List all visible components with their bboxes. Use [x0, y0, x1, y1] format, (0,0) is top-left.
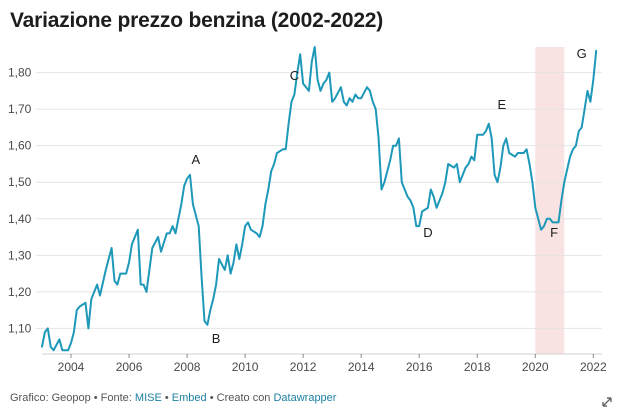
x-tick-label: 2010 — [232, 360, 259, 374]
x-tick-label: 2018 — [464, 360, 491, 374]
x-tick-label: 2004 — [58, 360, 85, 374]
y-tick-label: 1,70 — [8, 102, 32, 116]
y-tick-label: 1,40 — [8, 212, 32, 226]
x-tick-label: 2022 — [580, 360, 607, 374]
x-tick-labels: 2004 2006 2008 2010 2012 2014 2016 2018 2020 2022 — [42, 353, 607, 374]
footer-created-with: • Creato con — [206, 392, 274, 404]
annotation-layer: A B C D E F G — [191, 46, 586, 346]
x-tick-label: 2020 — [522, 360, 549, 374]
y-tick-label: 1,80 — [8, 66, 32, 80]
annotation-label: D — [423, 225, 432, 240]
diagonal-resize-icon[interactable] — [601, 396, 613, 408]
x-tick-label: 2006 — [116, 360, 143, 374]
y-tick-label: 1,10 — [8, 321, 32, 335]
annotation-label: E — [498, 97, 507, 112]
annotation-label: C — [290, 68, 299, 83]
footer-separator: • — [161, 392, 172, 404]
series-line — [41, 46, 598, 352]
y-tick-label: 1,20 — [8, 285, 32, 299]
y-tick-labels: 1,10 1,20 1,30 1,40 1,50 1,60 1,70 1,80 — [8, 66, 32, 336]
x-tick-label: 2016 — [406, 360, 433, 374]
y-tick-label: 1,50 — [8, 175, 32, 189]
highlight-band — [535, 47, 565, 354]
embed-link[interactable]: Embed — [171, 392, 207, 404]
annotation-label: G — [577, 46, 587, 61]
highlight-band-layer — [535, 47, 565, 354]
datawrapper-link[interactable]: Datawrapper — [273, 392, 337, 404]
chart-title: Variazione prezzo benzina (2002-2022) — [10, 9, 384, 32]
footer-prefix: Grafico: Geopop • Fonte: — [10, 392, 135, 404]
x-tick-label: 2012 — [290, 360, 317, 374]
source-link[interactable]: MISE — [134, 392, 162, 404]
series-layer — [41, 46, 598, 352]
line-chart: 1,101,201,301,401,501,601,701,80 2004 200… — [8, 46, 607, 374]
y-tick-label: 1,60 — [8, 139, 32, 153]
x-tick-label: 2008 — [174, 360, 201, 374]
annotation-label: F — [550, 225, 558, 240]
annotation-label: B — [212, 331, 221, 346]
footer-credits: Grafico: Geopop • Fonte: MISE • Embed • … — [10, 392, 336, 404]
x-tick-label: 2014 — [348, 360, 375, 374]
y-tick-label: 1,30 — [8, 248, 32, 262]
annotation-label: A — [191, 152, 200, 167]
gridlines — [36, 72, 602, 329]
